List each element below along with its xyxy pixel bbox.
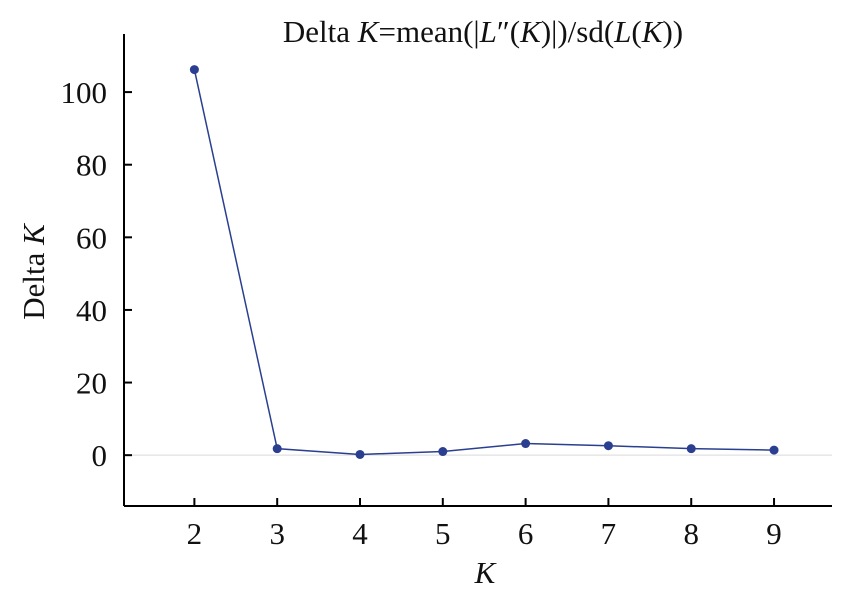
x-tick-label: 6 <box>518 516 534 551</box>
y-tick-label: 80 <box>76 148 107 183</box>
y-tick-label: 40 <box>76 293 107 328</box>
series-line <box>193 69 775 456</box>
x-tick-label: 3 <box>269 516 285 551</box>
data-point <box>189 65 199 75</box>
data-point <box>769 445 779 455</box>
x-axis-title: K <box>474 555 498 590</box>
data-point <box>438 447 448 457</box>
y-tick-label: 100 <box>61 75 108 110</box>
x-tick-label: 5 <box>435 516 451 551</box>
data-point <box>272 444 282 454</box>
x-tick-label: 2 <box>187 516 203 551</box>
data-point <box>355 449 365 459</box>
y-tick-label: 20 <box>76 366 107 401</box>
data-point <box>603 441 613 451</box>
y-tick-label: 60 <box>76 220 107 255</box>
y-axis-title: Delta K <box>16 222 51 320</box>
data-point <box>521 439 531 449</box>
x-tick-label: 7 <box>601 516 617 551</box>
plot-area: 0 20 40 60 80 100 2 3 4 5 6 7 8 9 <box>61 34 832 551</box>
data-point <box>686 444 696 454</box>
x-tick-label: 4 <box>352 516 368 551</box>
x-tick-label: 8 <box>683 516 699 551</box>
y-tick-label: 0 <box>92 438 108 473</box>
chart-title: Delta K=mean(|L″(K)|)/sd(L(K)) <box>283 14 683 49</box>
x-tick-label: 9 <box>766 516 782 551</box>
